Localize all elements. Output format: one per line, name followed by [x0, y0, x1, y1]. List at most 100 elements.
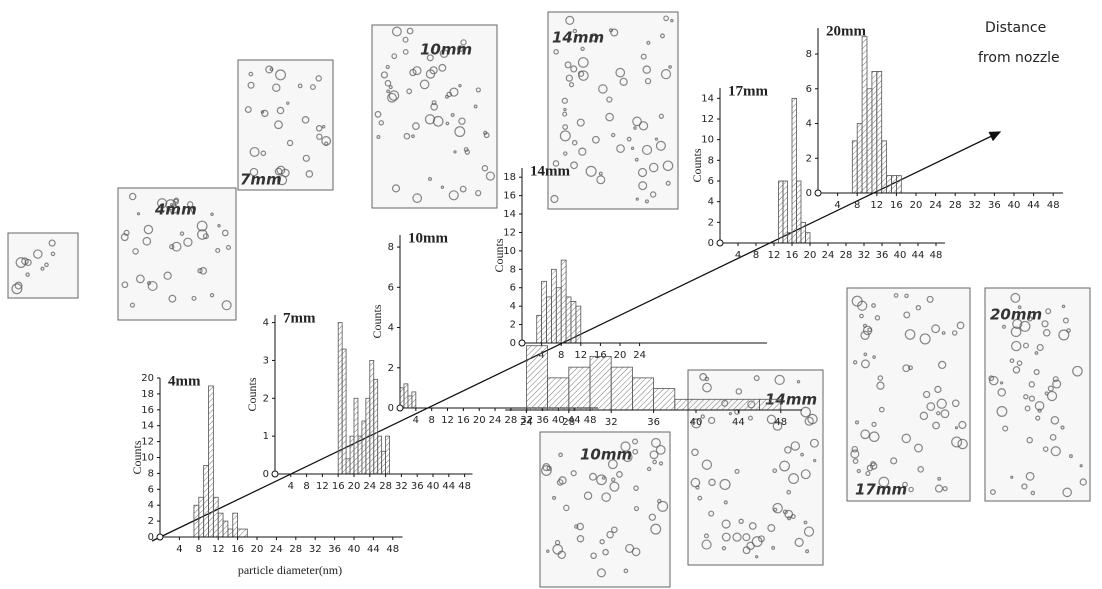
x-tick-label: 44	[442, 481, 455, 492]
particle	[809, 438, 819, 448]
particle	[1027, 316, 1033, 322]
photo-frame	[846, 287, 971, 502]
particle	[610, 28, 619, 37]
particle	[620, 441, 631, 452]
particle	[805, 549, 810, 554]
particle	[196, 229, 208, 240]
particle	[767, 524, 776, 533]
particle	[171, 241, 182, 252]
y-tick-label: 2	[708, 217, 714, 228]
x-tick-label: 48	[774, 417, 787, 428]
particle	[632, 448, 639, 455]
x-tick-label: 16	[332, 481, 345, 492]
particle	[638, 181, 648, 191]
particle	[221, 229, 229, 237]
particle	[297, 83, 303, 89]
particle	[893, 293, 899, 298]
bar	[570, 301, 577, 344]
particle	[403, 132, 411, 140]
particle	[305, 170, 314, 178]
x-tick-label: 20	[348, 481, 361, 492]
y-tick-label: 0	[510, 338, 516, 349]
x-tick-label: 44	[912, 250, 925, 261]
particle	[50, 251, 56, 257]
particle	[697, 495, 703, 501]
y-tick-label: 6	[510, 283, 516, 294]
particle	[562, 111, 568, 117]
particle	[601, 492, 611, 502]
particle	[901, 433, 912, 444]
y-tick-label: 2	[388, 363, 394, 374]
particle	[721, 532, 731, 542]
particle	[999, 381, 1004, 385]
y-tick-label: 2	[510, 320, 516, 331]
y-tick-label: 0	[806, 188, 812, 199]
particle	[568, 82, 575, 88]
particle	[596, 474, 607, 486]
particle	[866, 464, 874, 472]
particle	[11, 283, 23, 295]
particle	[14, 281, 23, 290]
bar	[674, 398, 760, 411]
particle	[958, 420, 967, 430]
particle	[648, 513, 657, 521]
photo-frame	[371, 24, 498, 209]
particle	[951, 399, 960, 408]
particle	[1034, 401, 1045, 411]
particle	[633, 126, 637, 130]
particle	[917, 466, 924, 473]
particle	[576, 534, 585, 543]
particle	[585, 165, 597, 177]
particle	[649, 450, 659, 460]
particle	[179, 231, 185, 236]
particle	[623, 568, 629, 574]
particle	[630, 146, 635, 150]
bar	[800, 221, 806, 244]
y-axis-label: Counts	[370, 304, 384, 338]
particle	[565, 15, 575, 25]
x-tick-label: 32	[520, 415, 533, 426]
bar	[357, 435, 363, 475]
bar	[193, 504, 200, 538]
particle	[663, 15, 669, 22]
x-tick-label: 48	[458, 481, 471, 492]
photo-frame	[984, 287, 1091, 502]
particle	[572, 28, 578, 34]
particle	[598, 84, 608, 94]
photo-label: 10mm	[420, 41, 472, 59]
y-tick-label: 12	[503, 227, 516, 238]
particle	[773, 507, 778, 512]
bar	[805, 232, 811, 244]
origin-marker	[271, 470, 279, 478]
particle	[655, 140, 666, 151]
particle	[890, 457, 898, 465]
bar	[861, 36, 868, 194]
photo-label: 10mm	[580, 446, 632, 464]
particle	[128, 192, 137, 201]
particle	[565, 74, 573, 82]
photo-label: 4mm	[154, 201, 197, 219]
particle	[1021, 483, 1028, 490]
x-tick-label: 16	[890, 200, 903, 211]
particle	[446, 91, 453, 98]
particle	[719, 478, 731, 491]
particle	[956, 321, 965, 330]
particle	[143, 224, 154, 235]
y-tick-label: 8	[388, 242, 394, 253]
particle	[652, 459, 657, 465]
bar	[791, 97, 797, 244]
particle	[654, 137, 659, 141]
particle	[940, 409, 950, 419]
particle	[742, 546, 751, 555]
particle	[605, 112, 614, 122]
y-tick-label: 6	[388, 282, 394, 293]
particle	[784, 446, 792, 454]
y-tick-label: 2	[263, 393, 269, 404]
particle	[1010, 326, 1022, 338]
particle	[388, 85, 393, 90]
particle	[860, 330, 870, 340]
particle	[867, 327, 872, 333]
particle	[44, 262, 49, 268]
particle	[938, 360, 947, 370]
particle	[988, 375, 995, 382]
